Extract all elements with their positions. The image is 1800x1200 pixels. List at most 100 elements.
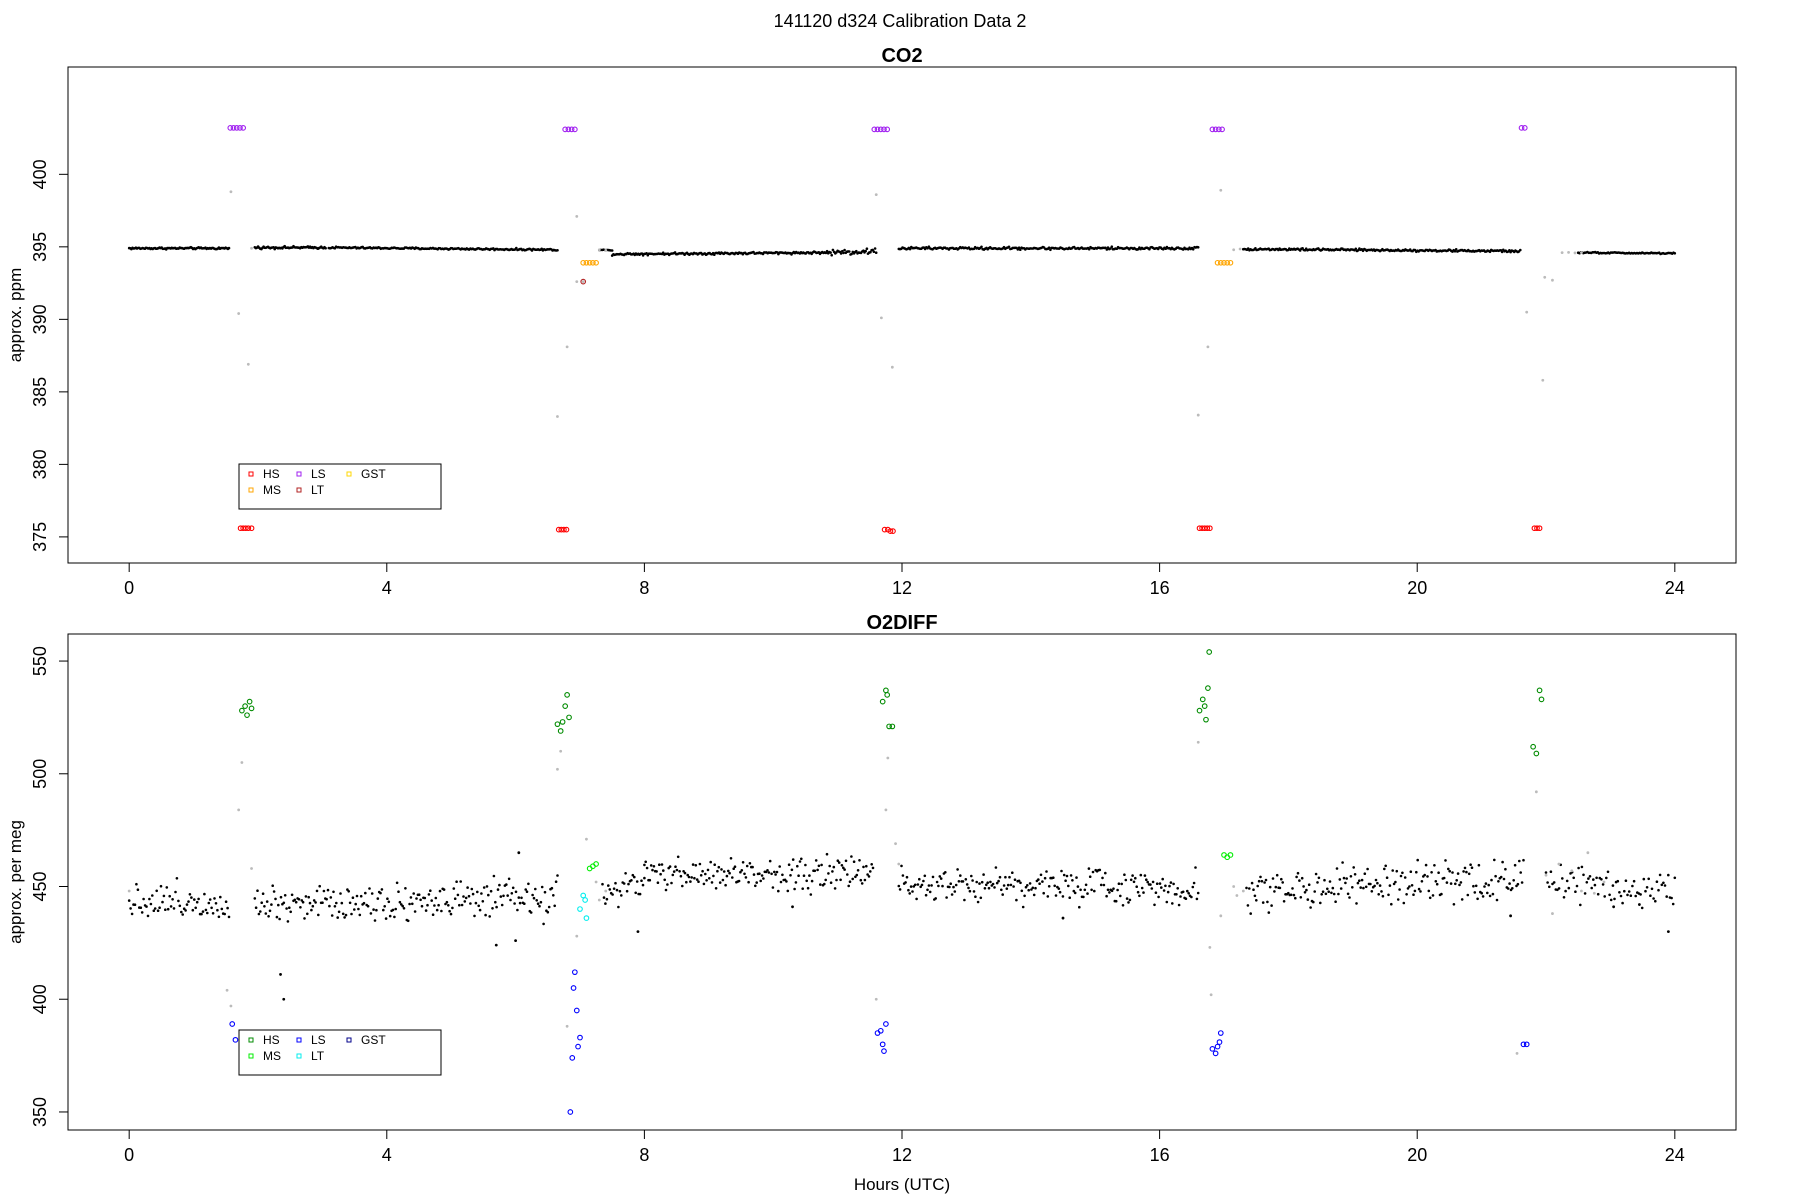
o2diff-ambient-point [350, 912, 353, 916]
o2diff-ambient-point [766, 869, 769, 872]
o2diff-ambient-point [357, 907, 360, 911]
o2diff-ambient-point [1579, 903, 1582, 907]
co2-ambient-point [1017, 246, 1021, 249]
co2-transition-point [1560, 251, 1564, 255]
o2diff-ambient-point [1043, 876, 1047, 880]
co2-chart-title: CO2 [881, 45, 922, 67]
o2diff-ambient-point [843, 868, 846, 871]
o2diff-ambient-point [447, 904, 450, 907]
o2diff-ambient-point [1562, 896, 1566, 899]
o2diff-ambient-point [965, 883, 969, 886]
co2-ms-point [1227, 259, 1234, 266]
o2diff-ambient-point [224, 900, 228, 903]
o2diff-ambient-point [1160, 886, 1163, 889]
o2diff-ambient-point [631, 873, 635, 877]
o2diff-ambient-point [1512, 879, 1515, 882]
o2diff-ambient-point [449, 912, 453, 916]
o2diff-hs-point [889, 723, 896, 730]
o2diff-ambient-point [419, 898, 422, 902]
o2diff-ambient-point [869, 870, 872, 873]
o2diff-ambient-point [1662, 881, 1665, 885]
o2diff-ambient-point [216, 908, 219, 912]
o2diff-ambient-point [1145, 878, 1148, 881]
o2diff-ambient-point [492, 874, 496, 878]
o2diff-ambient-point [867, 875, 871, 878]
o2diff-ambient-point [721, 878, 725, 882]
o2diff-ambient-point [1155, 882, 1159, 885]
o2diff-transition-point [585, 837, 588, 841]
o2diff-ambient-point [1621, 901, 1624, 905]
o2diff-series-lt [577, 892, 590, 921]
o2diff-ambient-point [1175, 893, 1178, 896]
o2diff-ambient-point [451, 906, 454, 910]
o2diff-x-tick-label: 0 [124, 1145, 134, 1165]
o2diff-ambient-point [1128, 898, 1132, 902]
o2diff-ambient-point [272, 890, 276, 893]
o2diff-outlier-point [1637, 903, 1641, 906]
co2-ambient-point [1361, 249, 1365, 253]
o2diff-ambient-point [181, 913, 184, 916]
o2diff-ambient-point [268, 909, 272, 913]
o2diff-ambient-point [1627, 890, 1631, 893]
o2diff-ambient-point [854, 875, 857, 879]
o2diff-ambient-point [683, 871, 687, 875]
o2diff-ambient-point [1131, 874, 1134, 877]
o2diff-ambient-point [842, 866, 845, 870]
o2diff-legend-item-lt: LT [296, 1049, 325, 1063]
co2-transition-point [1551, 278, 1554, 282]
o2diff-ambient-point [348, 901, 352, 905]
co2-transition-point [597, 248, 601, 252]
o2diff-ambient-point [333, 905, 337, 908]
co2-ambient-point [1453, 250, 1457, 253]
o2diff-ambient-point [404, 887, 407, 890]
o2diff-ambient-point [1011, 871, 1014, 874]
o2diff-ambient-point [798, 860, 802, 863]
o2diff-ambient-point [1355, 902, 1358, 905]
o2diff-ambient-point [1000, 888, 1003, 892]
o2diff-ambient-point [945, 896, 948, 899]
co2-transition-point [237, 312, 241, 315]
co2-ms-point [593, 259, 599, 266]
o2diff-ambient-point [1341, 861, 1344, 864]
o2diff-legend-item-ms: MS [248, 1049, 281, 1063]
o2diff-ambient-point [790, 868, 794, 872]
o2diff-ambient-point [318, 884, 322, 888]
o2diff-ambient-point [1294, 896, 1297, 900]
o2diff-ambient-point [1344, 881, 1347, 885]
o2diff-ambient-point [162, 894, 166, 898]
o2diff-ambient-point [1083, 888, 1087, 892]
o2diff-transition-point [559, 749, 563, 753]
o2diff-ambient-point [471, 892, 475, 896]
o2diff-ambient-point [638, 892, 642, 896]
o2diff-ambient-point [937, 884, 940, 888]
co2-legend-swatch [296, 487, 302, 493]
o2diff-ambient-point [686, 873, 689, 877]
o2diff-ambient-point [1079, 888, 1082, 892]
o2diff-ambient-point [1380, 890, 1383, 893]
o2diff-ambient-point [136, 888, 140, 891]
o2diff-ambient-point [552, 894, 555, 897]
o2diff-ambient-point [663, 878, 666, 882]
o2diff-ambient-point [470, 887, 474, 891]
o2diff-ambient-point [369, 912, 373, 915]
o2diff-ambient-point [682, 870, 685, 873]
o2diff-legend-item-ls: LS [296, 1033, 326, 1047]
o2diff-legend-box [238, 1029, 442, 1076]
o2diff-ambient-point [478, 908, 482, 912]
o2diff-ls-point [571, 969, 578, 976]
o2diff-ambient-point [620, 894, 623, 897]
o2diff-ambient-point [433, 904, 436, 907]
o2diff-ambient-point [1135, 885, 1138, 888]
o2diff-ambient-point [909, 885, 913, 888]
o2diff-ambient-point [614, 881, 617, 885]
o2diff-x-tick-label: 16 [1150, 1145, 1170, 1165]
o2diff-ambient-point [213, 897, 216, 900]
o2diff-ambient-point [351, 896, 355, 899]
o2diff-ambient-point [759, 879, 762, 883]
co2-hs-point [242, 525, 249, 532]
co2-ambient-point [556, 249, 559, 252]
o2diff-ambient-point [1062, 873, 1066, 877]
o2diff-ambient-point [534, 887, 537, 891]
o2diff-ambient-point [1413, 889, 1417, 893]
o2diff-ambient-point [1632, 879, 1636, 883]
